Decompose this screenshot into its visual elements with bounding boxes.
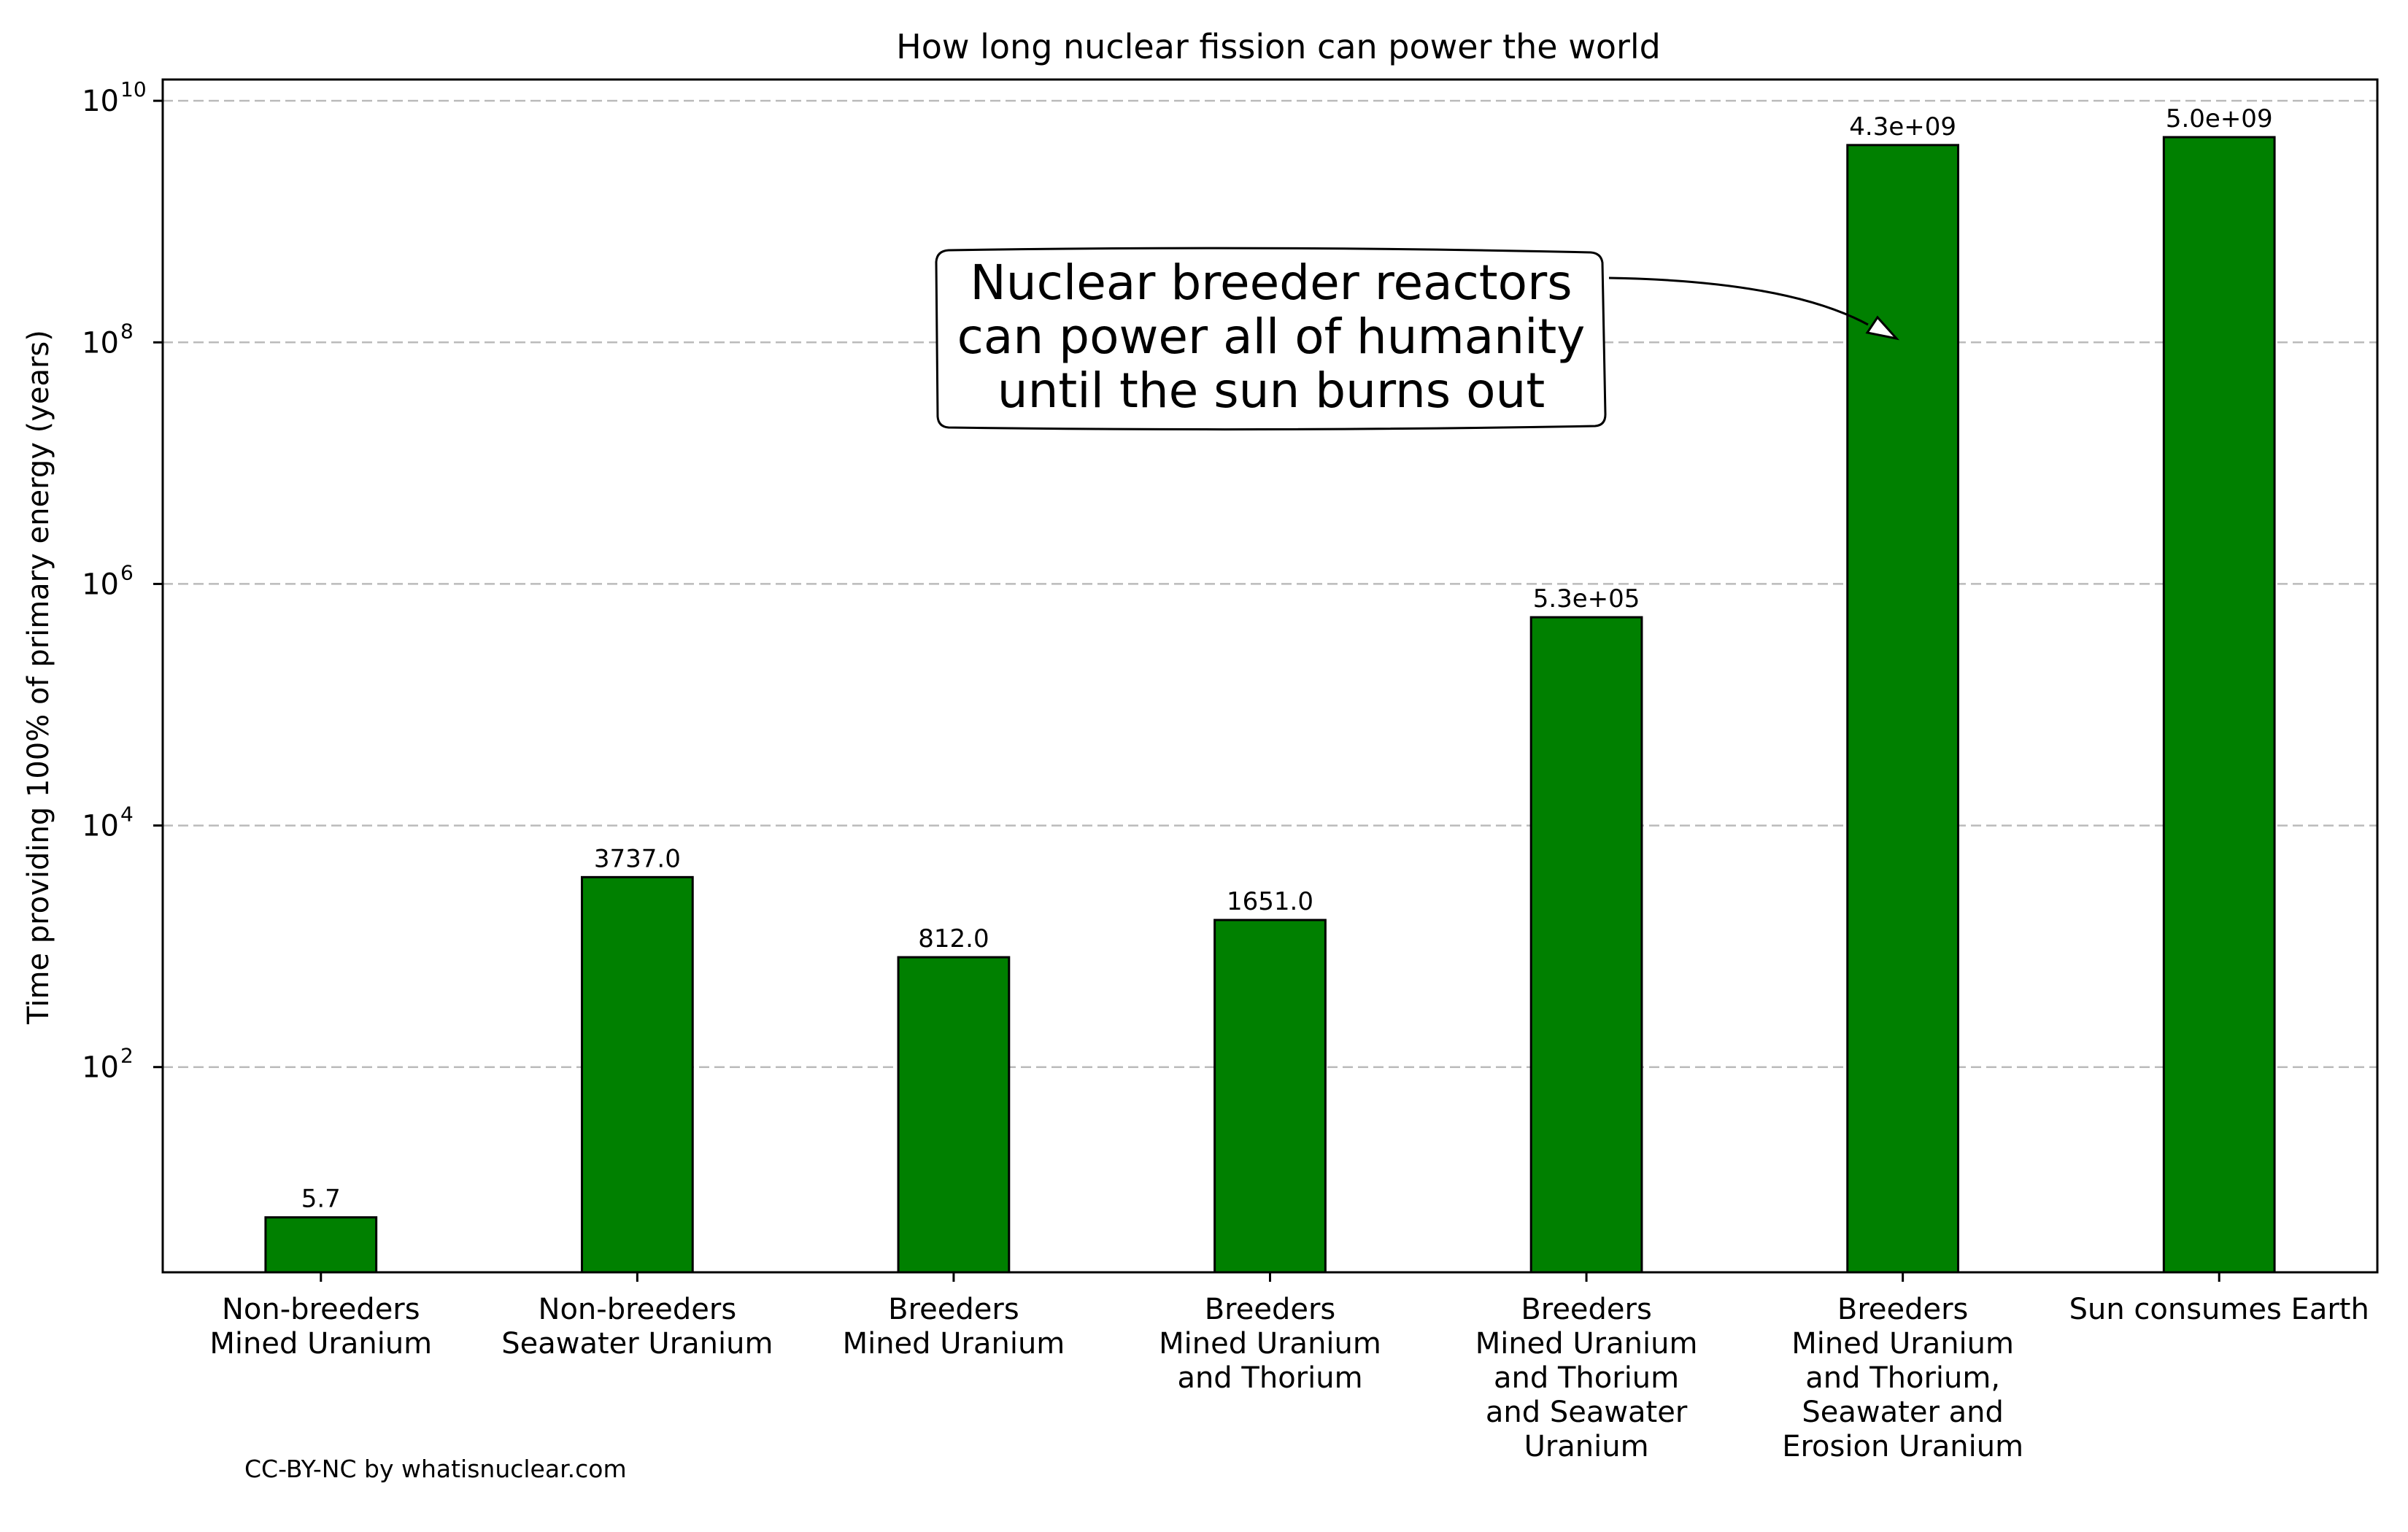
annotation-line: Nuclear breeder reactors — [970, 255, 1572, 311]
y-tick-exponent: 6 — [120, 560, 134, 584]
y-tick-exponent: 10 — [120, 77, 147, 101]
bar — [2162, 136, 2276, 1274]
x-tick-label: Breeders Mined Uranium and Thorium, Seawate… — [1782, 1293, 2023, 1463]
y-tick-label: 10 6 — [82, 560, 134, 601]
x-tick-label: Breeders Mined Uranium — [843, 1293, 1065, 1361]
bar — [580, 875, 694, 1274]
y-tick-label: 10 4 — [82, 802, 134, 843]
bar — [1213, 918, 1327, 1274]
bar — [1529, 616, 1643, 1274]
bars — [264, 136, 2276, 1274]
y-tick-base: 10 — [82, 85, 119, 118]
value-label: 5.0e+09 — [2166, 104, 2273, 134]
value-label: 812.0 — [918, 924, 989, 953]
bar — [1846, 144, 1960, 1274]
y-tick-exponent: 4 — [120, 802, 134, 827]
bar — [264, 1216, 378, 1274]
chart-title: How long nuclear fission can power the w… — [896, 27, 1661, 66]
value-label: 5.7 — [301, 1185, 341, 1214]
annotation-connector — [1608, 276, 1869, 326]
annotation-line: until the sun burns out — [997, 363, 1545, 419]
annotation-line: can power all of humanity — [957, 309, 1586, 365]
x-tick-label-line: Breeders — [1521, 1293, 1652, 1326]
y-tick-label: 10 8 — [82, 319, 134, 360]
x-tick-label-line: Seawater Uranium — [501, 1327, 773, 1361]
y-axis-label: Time providing 100% of primary energy (y… — [22, 330, 55, 1025]
y-tick-label: 10 2 — [82, 1044, 134, 1085]
credit-text: CC-BY-NC by whatisnuclear.com — [244, 1455, 627, 1483]
x-tick-label: Sun consumes Earth — [2069, 1293, 2369, 1326]
x-tick-label: Breeders Mined Uranium and Thorium — [1159, 1293, 1381, 1395]
x-tick-label-line: Mined Uranium — [1159, 1327, 1381, 1361]
value-label: 4.3e+09 — [1849, 112, 1956, 142]
x-tick-label-line: Breeders — [1837, 1293, 1969, 1326]
x-tick-label-line: Uranium — [1524, 1430, 1649, 1463]
x-tick-label: Non-breeders Seawater Uranium — [501, 1293, 773, 1361]
x-tick-label-line: Sun consumes Earth — [2069, 1293, 2369, 1326]
value-label: 5.3e+05 — [1533, 584, 1640, 614]
bar — [897, 956, 1011, 1274]
y-tick-label: 10 10 — [82, 77, 147, 118]
x-tick-label-line: Non-breeders — [539, 1293, 737, 1326]
x-tick-label-line: and Thorium, — [1805, 1361, 2000, 1395]
value-label: 1651.0 — [1227, 887, 1313, 916]
x-tick-label: Breeders Mined Uranium and Thorium and Seaw… — [1475, 1293, 1698, 1463]
x-tick-label-line: and Thorium — [1177, 1361, 1362, 1395]
y-tick-base: 10 — [82, 810, 119, 843]
annotation-arrowhead-icon — [1865, 315, 1900, 341]
value-labels: 5.7 3737.0 812.0 1651.0 5.3e+05 4.3e+09 5.0e+0… — [301, 104, 2273, 1214]
x-tick-label-line: Mined Uranium — [843, 1327, 1065, 1361]
y-tick-exponent: 8 — [120, 319, 134, 343]
x-tick-label-line: Mined Uranium — [209, 1327, 432, 1361]
annotation: Nuclear breeder reactors can power all of… — [935, 247, 1900, 431]
y-tick-base: 10 — [82, 568, 119, 601]
x-tick-label: Non-breeders Mined Uranium — [209, 1293, 432, 1361]
y-tick-exponent: 2 — [120, 1044, 134, 1068]
y-tick-base: 10 — [82, 1051, 119, 1085]
x-tick-label-line: and Seawater — [1486, 1396, 1688, 1429]
annotation-text: Nuclear breeder reactors can power all of… — [957, 255, 1586, 419]
x-tick-label-line: Mined Uranium — [1475, 1327, 1698, 1361]
x-tick-label-line: Non-breeders — [222, 1293, 420, 1326]
x-tick-label-line: Breeders — [1205, 1293, 1336, 1326]
x-tick-label-line: Mined Uranium — [1791, 1327, 2014, 1361]
annotation-box — [935, 247, 1607, 431]
x-tick-label-line: Erosion Uranium — [1782, 1430, 2023, 1463]
x-tick-label-line: and Thorium — [1494, 1361, 1679, 1395]
x-tick-label-line: Seawater and — [1802, 1396, 2003, 1429]
x-tick-label-line: Breeders — [888, 1293, 1019, 1326]
value-label: 3737.0 — [594, 844, 681, 873]
y-tick-base: 10 — [82, 326, 119, 360]
